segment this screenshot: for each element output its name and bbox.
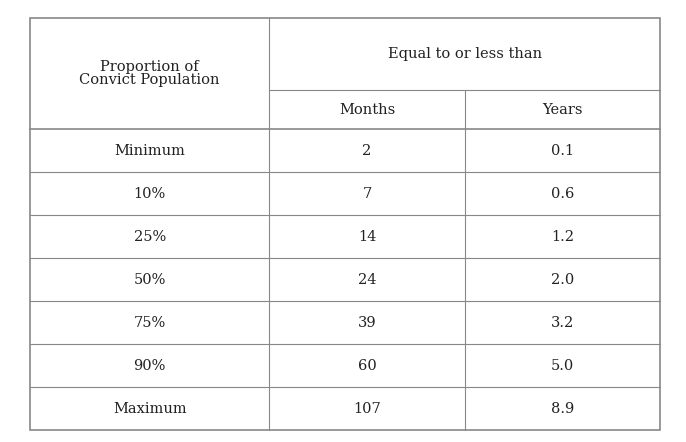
Text: 1.2: 1.2 [551,230,574,244]
Text: 2.0: 2.0 [551,273,574,286]
Text: 60: 60 [357,358,377,373]
Text: Convict Population: Convict Population [80,73,220,87]
Text: Equal to or less than: Equal to or less than [388,47,542,61]
Text: Maximum: Maximum [113,401,187,415]
Text: Years: Years [542,103,582,117]
Text: 39: 39 [357,316,377,330]
Text: Minimum: Minimum [115,144,185,158]
Text: 3.2: 3.2 [551,316,574,330]
Text: 10%: 10% [134,187,166,201]
Text: 107: 107 [353,401,381,415]
Text: Months: Months [339,103,395,117]
Text: 24: 24 [358,273,377,286]
Text: 0.1: 0.1 [551,144,574,158]
Text: 25%: 25% [134,230,166,244]
Text: 2: 2 [362,144,372,158]
Text: 90%: 90% [134,358,166,373]
Text: Proportion of: Proportion of [100,60,199,74]
Text: 5.0: 5.0 [551,358,574,373]
Text: 14: 14 [358,230,376,244]
Text: 8.9: 8.9 [551,401,574,415]
Text: 75%: 75% [134,316,166,330]
Text: 0.6: 0.6 [551,187,574,201]
Text: 7: 7 [362,187,372,201]
Text: 50%: 50% [134,273,166,286]
